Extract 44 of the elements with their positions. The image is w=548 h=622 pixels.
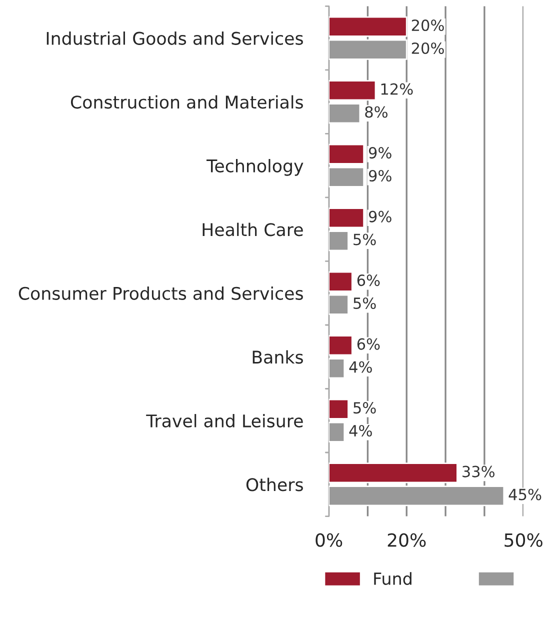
data-label: 45% (508, 488, 542, 500)
bar (328, 398, 349, 420)
legend-label: Fund (374, 572, 412, 585)
y-tick-label: Others (246, 478, 303, 492)
x-tick-label: 20% (388, 533, 426, 547)
data-label: 4% (349, 361, 372, 373)
bar (328, 358, 346, 379)
bar (328, 271, 353, 292)
data-label: 6% (357, 338, 380, 350)
y-tick-label: Health Care (202, 222, 303, 236)
bar (328, 422, 346, 442)
data-label: 9% (368, 147, 392, 159)
y-tick-label: Travel and Leisure (146, 414, 303, 428)
data-label: 9% (368, 170, 392, 182)
bar (328, 294, 349, 315)
x-tick-label: 50% (504, 533, 542, 547)
data-label: 5% (354, 297, 376, 310)
bar (328, 16, 408, 37)
bar (328, 486, 505, 506)
bar (328, 230, 349, 252)
y-tick-label: Industrial Goods and Services (46, 32, 303, 45)
y-tick-label: Banks (252, 350, 303, 364)
y-tick-label: Construction and Materials (70, 95, 303, 109)
data-label: 4% (349, 424, 372, 437)
data-label: 9% (368, 210, 392, 222)
bar (328, 208, 365, 228)
y-tick-label: Consumer Products and Services (18, 286, 303, 300)
bar (328, 80, 376, 101)
x-tick-label: 0% (316, 533, 342, 547)
data-label: 6% (357, 274, 380, 286)
bar (328, 462, 458, 484)
bar (328, 144, 365, 164)
data-label: 33% (462, 466, 494, 478)
data-label: 20% (412, 42, 444, 54)
data-label: 5% (354, 234, 376, 246)
y-tick-label: Technology (206, 159, 304, 176)
data-label: 8% (365, 106, 388, 118)
bar (328, 39, 408, 60)
data-label: 5% (354, 402, 376, 414)
data-label: 20% (412, 20, 444, 32)
bar (328, 103, 361, 124)
data-label: 12% (381, 83, 413, 95)
bar (328, 166, 365, 188)
bar (328, 335, 353, 356)
